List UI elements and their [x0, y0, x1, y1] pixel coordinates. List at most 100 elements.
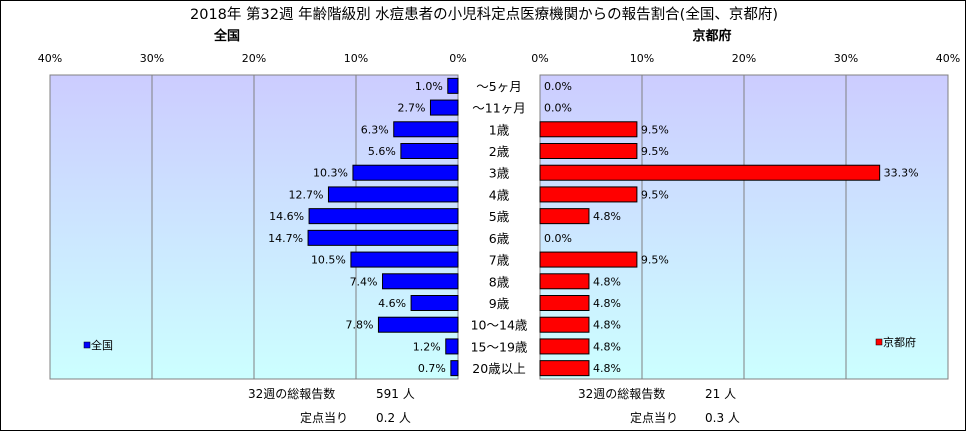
category-label: 4歳	[489, 187, 510, 202]
right-legend-label: 京都府	[883, 335, 916, 349]
right-bar	[539, 295, 590, 311]
chart-title: 2018年 第32週 年齢階級別 水痘患者の小児科定点医療機関からの報告割合(全…	[190, 5, 778, 23]
left-bar	[352, 164, 459, 181]
right-x-tick-label: 40%	[936, 52, 960, 65]
category-label: 5歳	[489, 209, 510, 224]
right-total-label: 32週の総報告数	[578, 386, 665, 401]
right-bar	[539, 273, 590, 290]
left-legend-label: 全国	[91, 338, 113, 352]
right-bar	[539, 208, 590, 225]
category-label: 8歳	[489, 274, 510, 289]
right-gridlines	[641, 75, 847, 379]
left-bar-label: 12.7%	[289, 188, 324, 201]
left-bar-label: 2.7%	[398, 102, 426, 115]
left-bar-label: 10.3%	[313, 167, 348, 180]
left-panel-title: 全国	[213, 28, 240, 44]
left-bar	[350, 251, 459, 268]
right-bar-label: 9.5%	[641, 145, 669, 158]
right-x-ticks: 0% 10% 20% 30% 40%	[531, 52, 960, 65]
left-legend-swatch	[83, 341, 91, 349]
right-x-tick-label: 30%	[834, 52, 858, 65]
right-x-tick-label: 20%	[732, 52, 756, 65]
left-x-tick-label: 20%	[242, 52, 266, 65]
category-label: ～5ヶ月	[476, 79, 521, 94]
left-x-tick-label: 40%	[38, 52, 62, 65]
left-bar	[308, 208, 459, 225]
left-bar-label: 0.7%	[418, 362, 446, 375]
right-panel-title: 京都府	[692, 28, 731, 44]
right-per-value: 0.3 人	[705, 411, 740, 425]
left-bar	[400, 143, 459, 159]
left-total-label: 32週の総報告数	[248, 386, 335, 401]
left-bar-label: 7.4%	[350, 275, 378, 288]
left-bar	[327, 186, 459, 203]
left-bar	[377, 316, 459, 333]
left-legend: 全国	[83, 338, 113, 352]
right-bars: 0.0% 0.0% 9.5% 9.5% 33.3% 9.5% 4.8% 0.0% 9.5% 4.8…	[539, 80, 919, 377]
right-bar	[539, 164, 881, 181]
right-bar-label: 9.5%	[641, 254, 669, 267]
right-bar-label: 4.8%	[593, 297, 621, 310]
right-per-label: 定点当り	[630, 410, 678, 425]
left-bar-label: 14.7%	[268, 232, 303, 245]
left-bar-label: 5.6%	[368, 145, 396, 158]
right-x-tick-label: 10%	[630, 52, 654, 65]
left-bar-label: 6.3%	[361, 123, 389, 136]
right-legend-swatch	[875, 338, 883, 346]
left-bar-label: 4.6%	[378, 297, 406, 310]
left-x-tick-label: 30%	[140, 52, 164, 65]
left-bar	[410, 295, 459, 311]
right-total-value: 21 人	[705, 387, 736, 401]
right-bar	[539, 316, 590, 333]
right-bar-label: 9.5%	[641, 123, 669, 136]
category-labels: ～5ヶ月 ～11ヶ月 1歳 2歳 3歳 4歳 5歳 6歳 7歳 8歳 9歳 10～14歳 15～19歳 2…	[471, 79, 528, 376]
right-bar-label: 9.5%	[641, 188, 669, 201]
right-bar-label: 4.8%	[593, 362, 621, 375]
right-bar-label: 0.0%	[544, 232, 572, 245]
right-bar	[539, 186, 638, 203]
left-per-label: 定点当り	[300, 410, 348, 425]
left-bar	[382, 273, 459, 290]
right-bar	[539, 360, 590, 377]
right-bar	[539, 251, 638, 268]
right-bar-label: 4.8%	[593, 210, 621, 223]
left-bar	[450, 360, 459, 377]
right-bar-label: 4.8%	[593, 275, 621, 288]
category-label: 3歳	[489, 166, 510, 181]
right-bar-label: 4.8%	[593, 340, 621, 353]
left-per-value: 0.2 人	[376, 411, 411, 425]
left-gridlines	[151, 75, 357, 379]
category-label: 10～14歳	[471, 318, 528, 333]
left-bars: 1.0% 2.7% 6.3% 5.6% 10.3% 12.7% 14.6% 14.7% 10.5…	[268, 77, 459, 377]
left-bar-label: 1.0%	[415, 80, 443, 93]
left-x-tick-label: 0%	[449, 52, 466, 65]
right-bar	[539, 338, 590, 355]
right-bar	[539, 121, 638, 138]
left-bar	[429, 99, 459, 116]
left-x-ticks: 40% 30% 20% 10% 0%	[38, 52, 467, 65]
category-label: 15～19歳	[471, 339, 528, 354]
right-bar-label: 33.3%	[884, 167, 919, 180]
left-bar-label: 7.8%	[345, 319, 373, 332]
right-bar-label: 0.0%	[544, 80, 572, 93]
left-bar-label: 10.5%	[311, 254, 346, 267]
left-bar	[307, 229, 459, 246]
right-bar-label: 0.0%	[544, 102, 572, 115]
category-label: ～11ヶ月	[472, 101, 525, 116]
left-bar-label: 1.2%	[413, 340, 441, 353]
category-label: 9歳	[489, 296, 510, 311]
left-total-value: 591 人	[376, 387, 415, 401]
category-label: 6歳	[489, 231, 510, 246]
left-bar	[447, 77, 459, 94]
right-x-tick-label: 0%	[531, 52, 548, 65]
category-label: 20歳以上	[472, 361, 525, 376]
left-x-tick-label: 10%	[344, 52, 368, 65]
right-bar-label: 4.8%	[593, 319, 621, 332]
left-bar	[393, 121, 459, 138]
right-bar	[539, 143, 638, 159]
category-label: 1歳	[489, 122, 510, 137]
left-bar-label: 14.6%	[269, 210, 304, 223]
category-label: 2歳	[489, 144, 510, 159]
category-label: 7歳	[489, 253, 510, 268]
